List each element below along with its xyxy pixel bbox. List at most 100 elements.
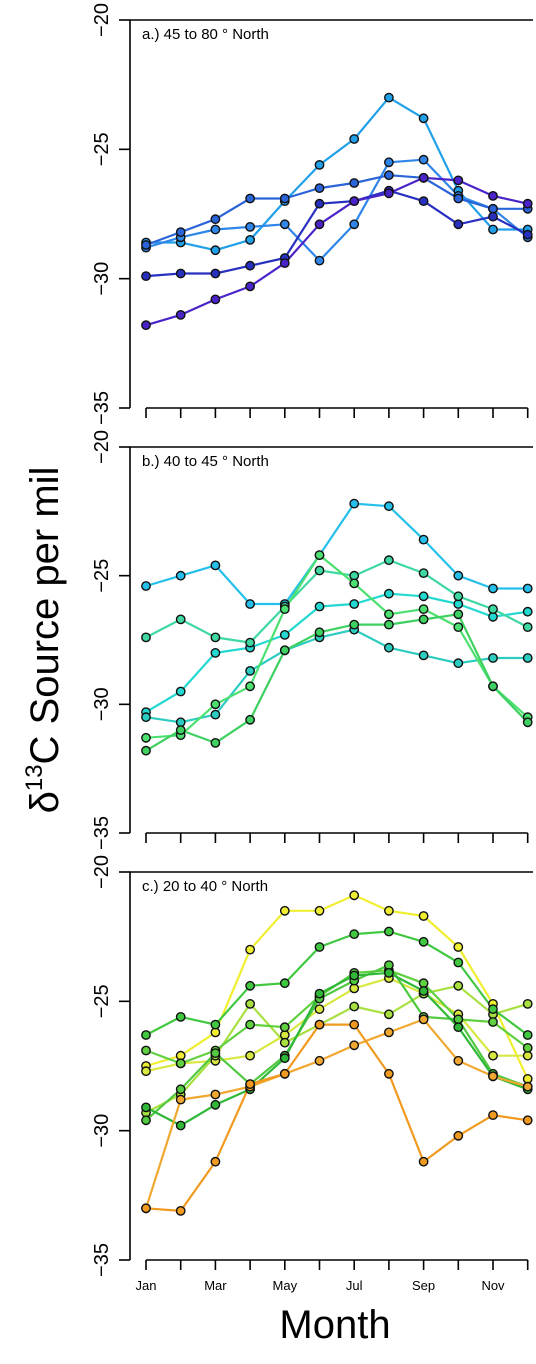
data-point xyxy=(453,1130,464,1141)
data-point xyxy=(314,1019,325,1030)
data-point xyxy=(383,619,394,630)
data-point xyxy=(349,970,360,981)
series-line xyxy=(145,502,528,606)
series-line xyxy=(145,613,529,752)
data-point xyxy=(141,320,151,331)
data-point xyxy=(210,268,221,279)
data-point xyxy=(175,1012,186,1022)
y-axis-title: δ13C Source per mil xyxy=(21,467,67,814)
data-point xyxy=(245,681,256,692)
data-point xyxy=(522,1043,533,1053)
data-point xyxy=(175,1120,186,1131)
data-point xyxy=(279,1022,290,1033)
data-point xyxy=(488,653,498,663)
data-point xyxy=(245,1050,256,1061)
data-point xyxy=(418,534,429,545)
data-point xyxy=(488,211,498,222)
data-point xyxy=(453,175,464,186)
data-point xyxy=(488,224,498,235)
data-point xyxy=(245,714,256,725)
data-point xyxy=(453,570,464,581)
data-point xyxy=(453,942,464,952)
data-point xyxy=(418,650,429,661)
panel-2: −20 −25 −30 −35 b.) 40 to 45 ° North xyxy=(91,430,533,850)
data-point xyxy=(314,1004,325,1014)
data-point xyxy=(141,1066,151,1077)
data-point xyxy=(175,1058,186,1069)
series-line xyxy=(145,963,529,1122)
y-tick-label: −30 xyxy=(91,1114,113,1148)
data-point xyxy=(279,1068,290,1079)
data-point xyxy=(314,601,325,612)
data-point xyxy=(488,190,498,201)
y-tick-label: −20 xyxy=(91,855,113,889)
data-point xyxy=(245,1079,256,1090)
data-point xyxy=(279,219,290,230)
data-point xyxy=(141,1030,151,1040)
data-point xyxy=(349,619,360,630)
x-tick-label: Sep xyxy=(412,1278,435,1293)
data-point xyxy=(245,193,256,204)
data-point xyxy=(418,196,429,207)
data-point xyxy=(141,712,151,723)
panel-title: b.) 40 to 45 ° North xyxy=(142,453,269,470)
data-point xyxy=(349,178,360,188)
data-point xyxy=(383,170,394,181)
data-point xyxy=(175,570,186,581)
data-point xyxy=(488,681,498,692)
data-point xyxy=(245,599,256,609)
data-point xyxy=(175,309,186,320)
data-point xyxy=(349,599,360,609)
series-line xyxy=(145,174,528,247)
data-point xyxy=(210,224,221,235)
data-point xyxy=(314,988,325,999)
data-point xyxy=(175,1094,186,1105)
data-point xyxy=(383,1068,394,1079)
series-line xyxy=(145,189,529,278)
data-point xyxy=(245,944,256,955)
data-point xyxy=(245,980,256,991)
data-point xyxy=(279,258,290,268)
data-point xyxy=(175,268,186,279)
data-point xyxy=(488,1110,498,1121)
data-point xyxy=(279,604,290,614)
data-point xyxy=(453,219,464,230)
data-point xyxy=(175,1084,186,1095)
data-point xyxy=(314,905,325,916)
data-point xyxy=(349,578,360,589)
data-point xyxy=(418,911,429,921)
x-tick-label: Jul xyxy=(346,1278,363,1293)
data-point xyxy=(522,999,533,1009)
data-point xyxy=(453,980,464,991)
y-tick-label: −25 xyxy=(91,559,113,593)
y-tick-label: −35 xyxy=(91,391,113,425)
data-point xyxy=(175,725,186,735)
panel-title: c.) 20 to 40 ° North xyxy=(142,878,268,895)
data-point xyxy=(418,591,429,602)
data-point xyxy=(314,1055,325,1066)
data-point xyxy=(175,227,186,238)
data-point xyxy=(418,604,429,614)
y-axis-title-superscript: 13 xyxy=(21,764,48,791)
data-point xyxy=(314,198,325,209)
data-point xyxy=(488,1071,498,1082)
data-point xyxy=(488,604,498,614)
data-point xyxy=(418,986,429,996)
data-point xyxy=(210,709,221,720)
data-point xyxy=(141,1045,151,1056)
data-point xyxy=(314,565,325,576)
data-point xyxy=(314,942,325,952)
data-point xyxy=(279,193,290,204)
series-line xyxy=(145,158,529,262)
y-axis-title-text: C Source per mil xyxy=(23,467,67,765)
y-tick-label: −30 xyxy=(91,262,113,296)
panel-frame xyxy=(129,19,533,408)
data-point xyxy=(349,1001,360,1012)
data-point xyxy=(210,245,221,256)
data-point xyxy=(383,157,394,168)
data-point xyxy=(418,1156,429,1167)
y-tick-label: −30 xyxy=(91,687,113,721)
data-point xyxy=(383,609,394,620)
series-line xyxy=(145,592,528,714)
